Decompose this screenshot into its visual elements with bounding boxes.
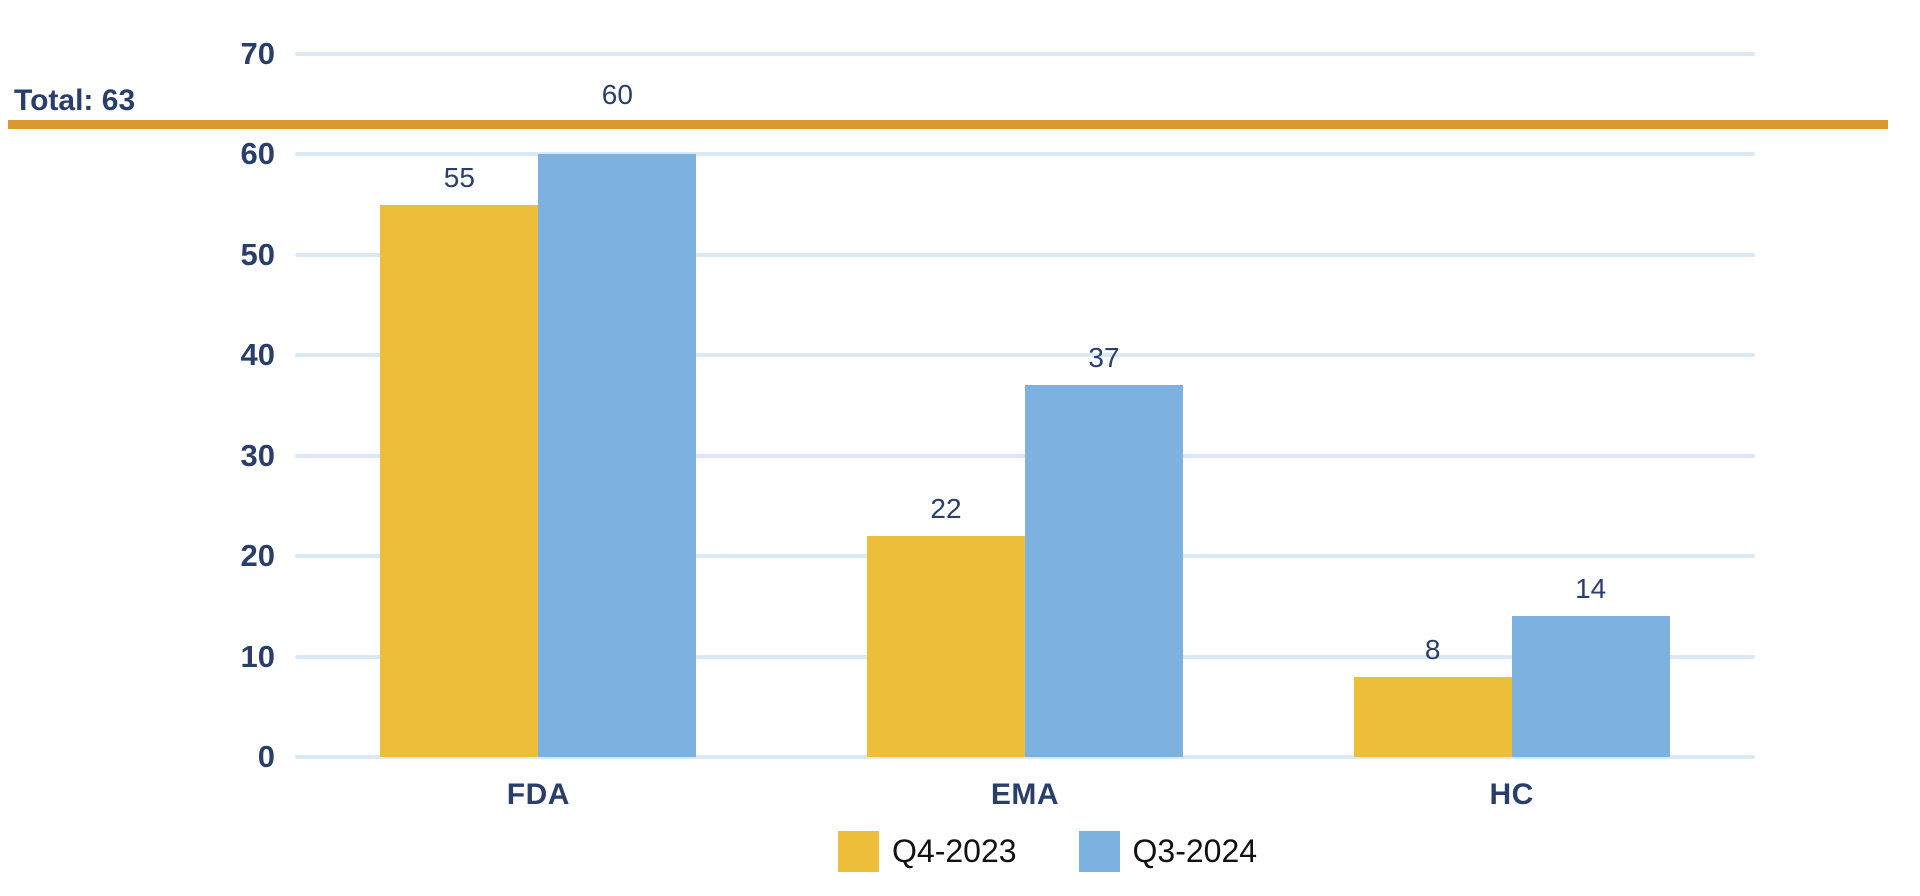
legend-swatch	[838, 831, 879, 872]
legend-label: Q4-2023	[892, 833, 1017, 869]
x-axis-category-label: FDA	[506, 778, 570, 811]
legend-item-q3-2024: Q3-2024	[1078, 831, 1258, 872]
value-label: 60	[601, 79, 633, 110]
y-axis-tick-label: 30	[240, 437, 275, 473]
bar-ema-q3-2024	[1025, 385, 1183, 757]
gridline-60	[295, 152, 1755, 157]
bar-ema-q4-2023	[867, 536, 1025, 757]
legend: Q4-2023 Q3-2024	[838, 831, 1257, 872]
y-axis-tick-label: 0	[257, 739, 275, 774]
bar-fda-q3-2024	[538, 154, 697, 757]
value-label: 55	[443, 161, 475, 193]
gridline-50	[295, 252, 1755, 257]
y-axis-tick-label: 70	[240, 36, 275, 71]
y-axis-tick-label: 10	[240, 638, 275, 674]
y-axis-tick-label: 40	[240, 337, 275, 373]
gridline-0	[295, 755, 1755, 759]
bar-fda-q4-2023	[380, 204, 539, 757]
value-label: 22	[930, 493, 962, 525]
legend-item-q4-2023: Q4-2023	[838, 831, 1017, 872]
gridline-70	[295, 52, 1755, 56]
y-axis-tick-label: 50	[240, 236, 275, 272]
value-label: 14	[1575, 573, 1607, 605]
y-axis-tick-label: 60	[240, 136, 275, 172]
gridline-40	[295, 353, 1755, 358]
bar-hc-q4-2023	[1353, 676, 1512, 757]
bar-hc-q3-2024	[1511, 616, 1670, 757]
x-axis-category-label: HC	[1489, 778, 1534, 811]
total-annotation-line	[8, 120, 1888, 129]
x-axis-category-label: EMA	[990, 778, 1060, 811]
total-annotation-label: Total: 63	[14, 84, 136, 117]
y-axis-tick-label: 20	[240, 538, 275, 574]
value-label: 8	[1424, 633, 1441, 665]
value-label: 37	[1088, 342, 1120, 374]
legend-label: Q3-2024	[1132, 833, 1258, 869]
legend-swatch	[1078, 831, 1120, 872]
